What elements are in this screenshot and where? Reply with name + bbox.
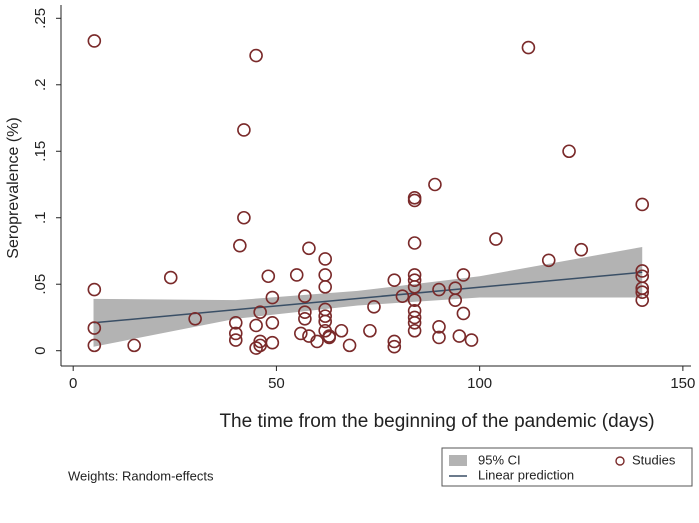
- study-point: [265, 290, 280, 305]
- study-point: [574, 242, 589, 257]
- study-point: [87, 321, 102, 335]
- study-point: [289, 268, 304, 282]
- study-point: [489, 232, 503, 246]
- legend-label: Studies: [632, 452, 676, 467]
- study-point: [253, 305, 267, 319]
- x-tick-label: 0: [69, 375, 77, 392]
- x-tick-label: 150: [670, 375, 695, 392]
- study-point: [367, 300, 381, 314]
- y-tick-label: .2: [32, 79, 49, 92]
- study-point: [363, 323, 377, 338]
- study-point: [298, 305, 312, 319]
- study-point: [342, 338, 357, 353]
- x-tick-label: 50: [268, 375, 285, 392]
- study-point: [228, 326, 243, 341]
- study-point: [188, 311, 202, 326]
- study-point: [298, 289, 312, 303]
- study-point: [318, 314, 332, 329]
- study-point: [87, 34, 102, 48]
- study-point: [233, 238, 247, 253]
- study-point: [562, 144, 576, 159]
- study-point: [395, 289, 410, 303]
- y-axis-label: Seroprevalence (%): [5, 117, 22, 258]
- study-point: [456, 268, 471, 282]
- study-point: [387, 334, 402, 349]
- study-point: [302, 241, 316, 256]
- legend-swatch: [449, 455, 467, 466]
- study-point: [432, 319, 446, 334]
- study-point: [387, 339, 402, 354]
- y-tick-label: .1: [32, 211, 49, 224]
- study-point: [318, 309, 332, 323]
- study-point: [407, 323, 422, 338]
- study-point: [428, 177, 442, 192]
- legend-box: [441, 447, 693, 487]
- study-point: [87, 282, 102, 297]
- y-tick-label: .15: [32, 141, 49, 162]
- y-tick-label: .25: [32, 8, 49, 29]
- study-point: [249, 318, 263, 333]
- study-point: [265, 315, 280, 330]
- study-point: [407, 273, 422, 288]
- study-point: [464, 333, 479, 347]
- study-point: [432, 282, 446, 297]
- study-point: [249, 341, 263, 355]
- legend-label: Linear prediction: [478, 467, 574, 482]
- study-point: [87, 338, 102, 353]
- study-point: [294, 326, 308, 341]
- study-point: [407, 310, 422, 325]
- study-point: [407, 315, 422, 330]
- study-point: [432, 330, 446, 345]
- y-tick-label: 0: [32, 347, 49, 355]
- study-point: [228, 315, 243, 330]
- study-point: [261, 269, 276, 284]
- study-point: [298, 311, 312, 326]
- fit-line: [93, 271, 643, 324]
- study-point: [318, 252, 332, 266]
- x-axis-label: The time from the beginning of the pande…: [219, 411, 654, 432]
- study-point: [407, 293, 422, 307]
- study-point: [635, 264, 650, 278]
- study-point: [521, 40, 536, 55]
- study-point: [448, 293, 463, 307]
- study-point: [456, 306, 471, 321]
- study-point: [635, 293, 650, 307]
- study-point: [318, 280, 332, 294]
- study-point: [387, 273, 402, 288]
- study-point: [237, 123, 251, 137]
- note: Weights: Random-effects: [68, 468, 214, 483]
- study-point: [253, 334, 267, 349]
- study-point: [334, 323, 349, 338]
- legend-label: 95% CI: [478, 452, 521, 467]
- study-point: [407, 193, 422, 208]
- study-point: [635, 197, 650, 212]
- study-point: [228, 333, 243, 347]
- x-tick-label: 100: [467, 375, 492, 392]
- study-point: [127, 338, 141, 353]
- study-point: [163, 270, 178, 285]
- legend-swatch: [615, 456, 625, 466]
- study-point: [635, 285, 650, 300]
- y-tick-label: .05: [32, 274, 49, 295]
- study-point: [237, 210, 251, 225]
- study-point: [407, 236, 422, 250]
- study-point: [310, 334, 324, 349]
- study-point: [541, 253, 556, 268]
- study-point: [407, 280, 422, 294]
- study-point: [322, 330, 337, 345]
- study-point: [452, 329, 467, 343]
- study-point: [249, 48, 263, 63]
